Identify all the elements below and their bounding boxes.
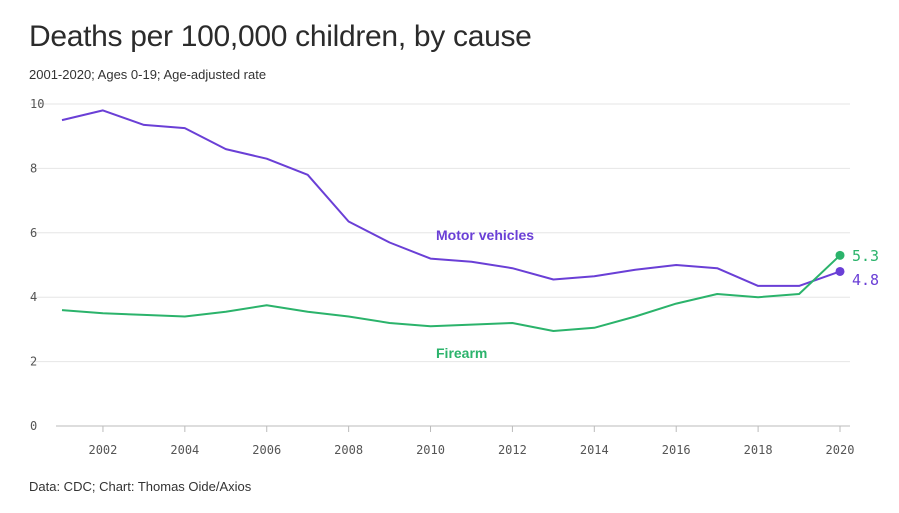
series-line-motor-vehicles [61, 109, 841, 287]
y-tick-label: 4 [30, 290, 37, 304]
y-tick-label: 10 [30, 97, 44, 111]
series-line-firearm [61, 254, 841, 332]
x-tick-label: 2020 [826, 443, 855, 457]
series-end-dot [835, 250, 845, 260]
x-tick-label: 2018 [744, 443, 773, 457]
series-end-value-label: 4.8 [852, 271, 879, 289]
chart-subtitle: 2001-2020; Ages 0-19; Age-adjusted rate [29, 67, 267, 82]
y-tick-label: 6 [30, 226, 37, 240]
x-tick-label: 2002 [88, 443, 117, 457]
x-tick-label: 2008 [334, 443, 363, 457]
series-end-value-label: 5.3 [852, 247, 879, 265]
chart-title: Deaths per 100,000 children, by cause [29, 20, 532, 53]
chart-source: Data: CDC; Chart: Thomas Oide/Axios [29, 479, 252, 494]
y-tick-label: 2 [30, 355, 37, 369]
label-layer: Motor vehicles Firearm 4.8 5.3 [436, 227, 879, 361]
grid-layer [30, 103, 850, 363]
x-tick-label: 2010 [416, 443, 445, 457]
axis-layer: 0 2 4 6 8 10 2002 2004 2006 2008 2010 2012 2014 2016 2… [30, 97, 854, 457]
x-tick-label: 2012 [498, 443, 527, 457]
x-tick-label: 2014 [580, 443, 609, 457]
x-tick-label: 2006 [252, 443, 281, 457]
series-layer [61, 109, 845, 332]
x-tick-label: 2016 [662, 443, 691, 457]
x-tick-label: 2004 [170, 443, 199, 457]
series-end-dot [835, 266, 845, 276]
y-tick-label: 8 [30, 161, 37, 175]
series-name-label: Motor vehicles [436, 227, 534, 243]
y-tick-label: 0 [30, 419, 37, 433]
series-name-label: Firearm [436, 345, 487, 361]
